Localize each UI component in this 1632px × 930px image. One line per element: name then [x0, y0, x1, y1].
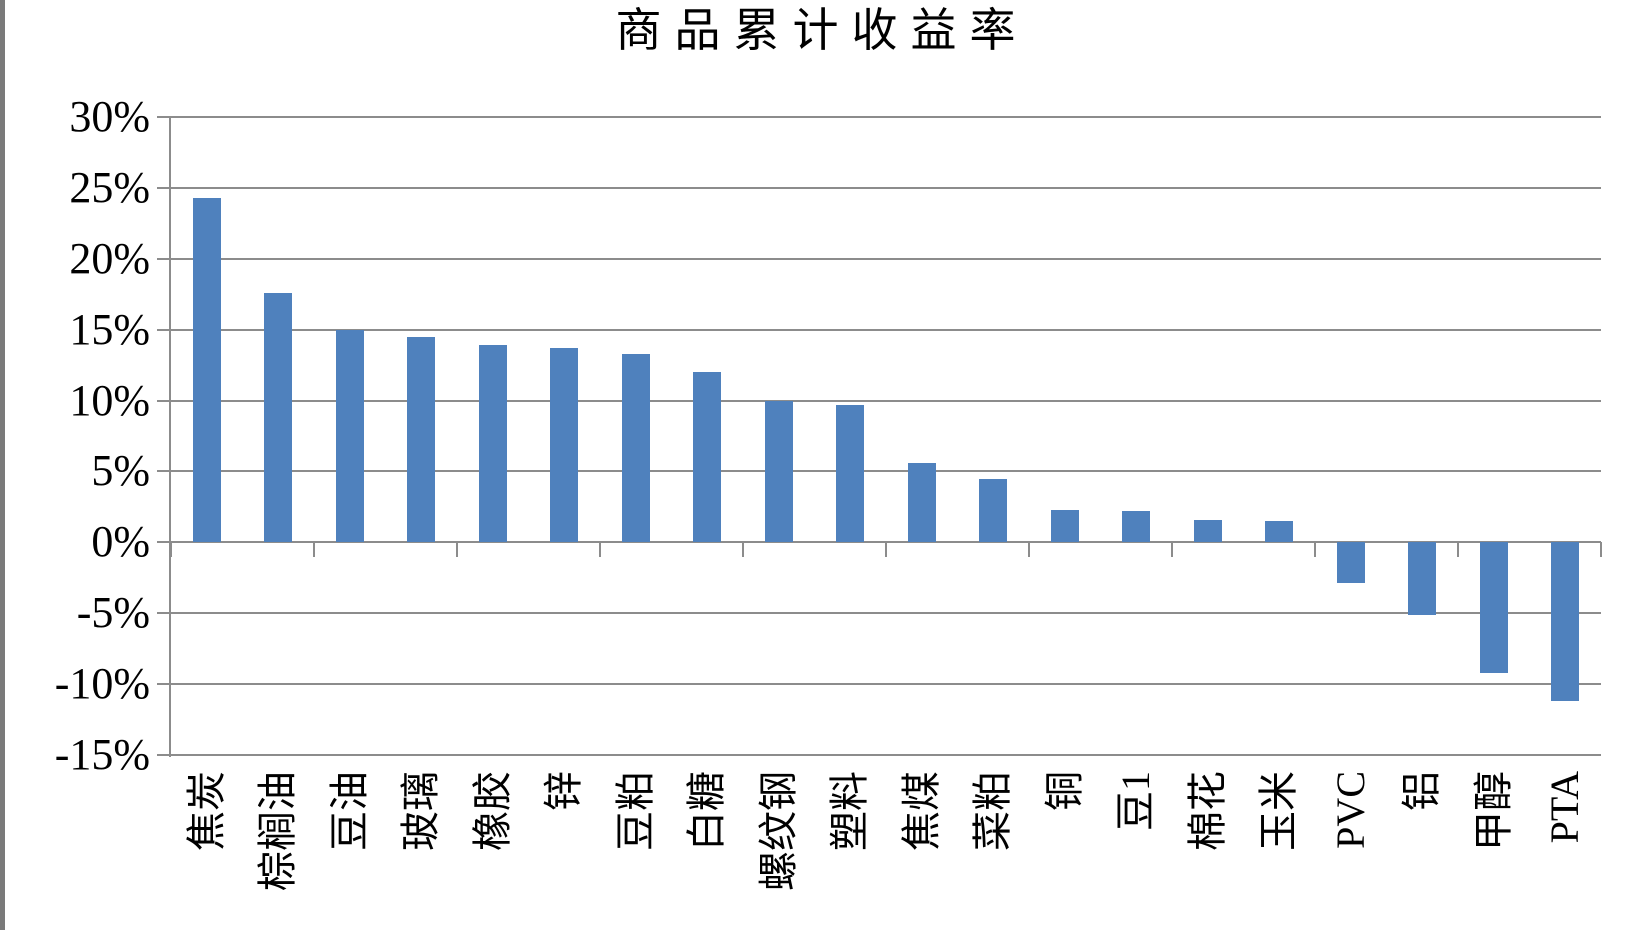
x-category-label-PTA: PTA [1542, 771, 1588, 844]
y-tick-label: 30% [69, 92, 150, 141]
y-tick-label: 20% [69, 233, 150, 283]
x-category-label-玻璃: 玻璃 [398, 771, 444, 851]
bar-甲醇 [1479, 542, 1508, 673]
gridline [171, 683, 1601, 686]
bar-棕榈油 [264, 292, 293, 543]
y-axis-tick [157, 612, 171, 615]
bar-PVC [1336, 542, 1365, 584]
y-axis-tick [157, 399, 171, 402]
gridline [171, 116, 1601, 118]
x-axis-tick [1314, 542, 1316, 558]
y-tick-label: 15% [69, 304, 150, 354]
y-tick-label: 10% [69, 375, 150, 425]
bar-白糖 [693, 372, 722, 543]
x-category-label-豆粕: 豆粕 [612, 771, 658, 851]
y-tick-label: 0% [91, 517, 150, 567]
x-category-label-甲醇: 甲醇 [1470, 771, 1516, 851]
x-category-label-锌: 锌 [541, 771, 587, 811]
bar-焦煤 [907, 462, 936, 543]
bar-塑料 [836, 404, 865, 543]
gridline [171, 186, 1601, 189]
x-axis-tick [742, 542, 744, 558]
y-axis-line [169, 117, 171, 757]
gridline [171, 612, 1601, 615]
chart-title: 商品累计收益率 [615, 5, 1029, 56]
x-category-label-塑料: 塑料 [827, 771, 873, 851]
gridline [171, 470, 1601, 473]
y-tick-label: -15% [54, 730, 150, 779]
bar-铜 [1050, 509, 1079, 543]
gridline [171, 257, 1601, 260]
x-category-label-豆油: 豆油 [326, 771, 372, 851]
x-category-label-铜: 铜 [1041, 771, 1087, 811]
x-category-label-棉花: 棉花 [1184, 771, 1230, 851]
window-left-edge [0, 0, 5, 930]
y-axis-tick [157, 754, 171, 756]
y-axis-tick [157, 257, 171, 260]
plot-area [169, 116, 1601, 757]
y-tick-label: 5% [91, 446, 150, 496]
bar-锌 [550, 348, 579, 543]
y-axis-tick [157, 683, 171, 686]
x-category-label-螺纹钢: 螺纹钢 [755, 771, 801, 891]
y-axis-tick [157, 116, 171, 118]
x-axis-tick [1600, 542, 1602, 558]
x-axis-tick [599, 542, 601, 558]
x-category-label-玉米: 玉米 [1256, 771, 1302, 851]
bar-豆1 [1122, 511, 1151, 543]
x-axis-tick [1171, 542, 1173, 558]
bar-焦炭 [192, 197, 221, 543]
y-tick-label: -10% [54, 659, 150, 709]
x-axis-tick [885, 542, 887, 558]
x-axis-tick [456, 542, 458, 558]
x-category-label-橡胶: 橡胶 [469, 771, 515, 851]
bar-豆油 [335, 329, 364, 543]
bar-玻璃 [407, 336, 436, 543]
bar-PTA [1551, 542, 1580, 702]
y-axis-tick [157, 541, 171, 544]
y-axis-tick [157, 470, 171, 473]
x-category-label-菜粕: 菜粕 [970, 771, 1016, 851]
x-category-label-铝: 铝 [1399, 771, 1445, 811]
bar-玉米 [1265, 521, 1294, 543]
y-axis-tick [157, 328, 171, 331]
x-axis-tick [170, 542, 172, 558]
x-category-label-棕榈油: 棕榈油 [255, 771, 301, 891]
bar-铝 [1408, 542, 1437, 615]
y-tick-label: 25% [69, 162, 150, 212]
x-axis-tick [313, 542, 315, 558]
x-axis-tick [1028, 542, 1030, 558]
x-category-label-焦煤: 焦煤 [898, 771, 944, 851]
x-axis-tick [1457, 542, 1459, 558]
x-category-label-焦炭: 焦炭 [183, 771, 229, 851]
bar-菜粕 [979, 478, 1008, 543]
x-category-label-PVC: PVC [1327, 771, 1373, 849]
gridline [171, 754, 1601, 756]
x-category-label-白糖: 白糖 [684, 771, 730, 851]
bar-螺纹钢 [764, 400, 793, 543]
bar-橡胶 [478, 345, 507, 543]
gridline [171, 399, 1601, 402]
bar-豆粕 [621, 353, 650, 543]
x-category-label-豆1: 豆1 [1113, 771, 1159, 831]
gridline [171, 328, 1601, 331]
bar-棉花 [1193, 519, 1222, 543]
y-tick-label: -5% [76, 588, 150, 638]
y-axis-tick [157, 186, 171, 189]
